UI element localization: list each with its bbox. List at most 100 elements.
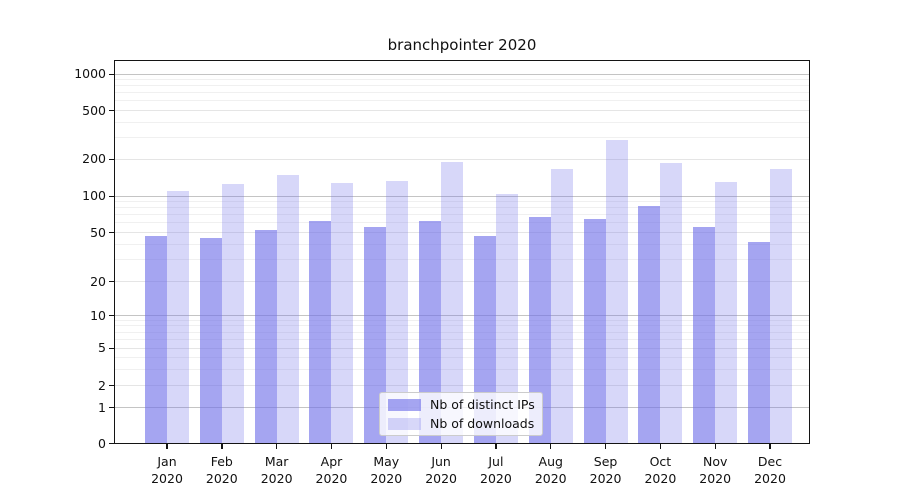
x-tick-label: Apr 2020 [315, 453, 348, 487]
bar-nb-of-distinct-ips-jan [145, 235, 167, 444]
x-tick [440, 444, 442, 449]
minor-gridline [114, 259, 810, 261]
gridline [114, 232, 810, 233]
minor-gridline [114, 325, 810, 327]
bar-nb-of-downloads-oct [660, 162, 683, 444]
minor-gridline [114, 92, 810, 94]
y-tick [109, 407, 114, 409]
legend-swatch-distinct-ips [388, 398, 421, 411]
x-tick-label: Jun 2020 [425, 453, 457, 487]
x-tick [714, 444, 716, 449]
y-tick-label: 0 [98, 435, 106, 451]
minor-gridline [114, 222, 810, 224]
x-tick [385, 444, 387, 449]
bar-nb-of-distinct-ips-aug [528, 217, 551, 444]
minor-gridline [114, 121, 810, 123]
legend-item-downloads: Nb of downloads [388, 416, 542, 431]
y-tick [109, 315, 114, 317]
bar-nb-of-downloads-nov [715, 181, 738, 444]
bar-nb-of-distinct-ips-jun [419, 221, 442, 444]
y-tick [109, 195, 114, 197]
bar-nb-of-downloads-may [386, 180, 409, 444]
x-tick [221, 444, 223, 449]
minor-gridline [114, 243, 810, 245]
x-tick-label: Mar 2020 [260, 453, 293, 487]
x-tick-label: Dec 2020 [754, 453, 786, 487]
x-tick [166, 444, 168, 449]
y-tick-label: 50 [90, 224, 106, 240]
minor-gridline [114, 214, 810, 216]
y-tick [109, 158, 114, 160]
y-tick-label: 1 [98, 399, 106, 415]
legend-label-distinct-ips: Nb of distinct IPs [430, 397, 535, 412]
x-tick-label: Oct 2020 [644, 453, 677, 487]
x-tick [276, 444, 278, 449]
bar-nb-of-distinct-ips-may [364, 226, 387, 444]
legend-swatch-downloads [388, 417, 421, 430]
chart-title: branchpointer 2020 [387, 36, 537, 54]
plot-area-frame [114, 60, 810, 444]
x-tick-label: Jul 2020 [480, 453, 512, 487]
y-tick-label: 5 [98, 340, 106, 355]
gridline [114, 385, 810, 387]
x-tick-label: Feb 2020 [205, 453, 238, 487]
minor-gridline [114, 100, 810, 102]
gridline [114, 158, 810, 160]
y-tick-label: 20 [90, 273, 106, 289]
minor-gridline [114, 137, 810, 139]
minor-gridline [114, 338, 810, 340]
bar-nb-of-downloads-mar [276, 175, 299, 444]
y-tick-label: 500 [82, 102, 106, 118]
bar-nb-of-downloads-dec [770, 169, 793, 444]
y-tick-label: 10 [90, 307, 106, 323]
bar-nb-of-distinct-ips-dec [748, 241, 771, 444]
bar-nb-of-distinct-ips-sep [583, 218, 606, 444]
x-tick [550, 444, 552, 449]
gridline [114, 110, 810, 111]
legend: Nb of distinct IPs Nb of downloads [379, 392, 543, 436]
x-tick-label: May 2020 [370, 453, 403, 487]
minor-gridline [114, 85, 810, 87]
bar-nb-of-distinct-ips-mar [254, 230, 277, 444]
bar-nb-of-distinct-ips-oct [638, 205, 661, 444]
major-gridline [114, 195, 810, 197]
y-tick [109, 385, 114, 387]
x-tick-label: Jan 2020 [151, 453, 183, 487]
y-tick [109, 232, 114, 234]
x-tick-label: Nov 2020 [699, 453, 732, 487]
bar-nb-of-downloads-jan [167, 190, 189, 444]
x-tick [769, 444, 771, 449]
gridline [114, 347, 810, 349]
bar-nb-of-distinct-ips-feb [199, 238, 222, 444]
bar-nb-of-downloads-jul [495, 193, 518, 444]
minor-gridline [114, 79, 810, 81]
legend-label-downloads: Nb of downloads [430, 416, 535, 431]
x-tick [495, 444, 497, 449]
x-tick-label: Aug 2020 [534, 453, 567, 487]
minor-gridline [114, 319, 810, 321]
y-tick-label: 100 [82, 188, 106, 203]
legend-item-distinct-ips: Nb of distinct IPs [388, 397, 542, 412]
bar-nb-of-downloads-sep [605, 140, 628, 444]
x-tick [604, 444, 607, 449]
minor-gridline [114, 201, 810, 203]
gridline [114, 281, 810, 282]
major-gridline [114, 73, 810, 75]
x-tick-label: Sep 2020 [589, 453, 622, 487]
y-tick-label: 1000 [74, 66, 106, 81]
x-tick [330, 444, 333, 449]
bar-nb-of-downloads-feb [221, 184, 244, 444]
minor-gridline [114, 368, 810, 370]
bar-nb-of-downloads-jun [441, 162, 464, 444]
y-tick [109, 347, 114, 349]
bar-nb-of-downloads-aug [550, 168, 573, 444]
bar-nb-of-distinct-ips-apr [309, 221, 332, 444]
bar-nb-of-downloads-apr [331, 182, 354, 444]
bar-nb-of-distinct-ips-jul [473, 235, 496, 444]
y-tick [109, 73, 114, 75]
y-tick [109, 281, 114, 283]
major-gridline [114, 315, 810, 316]
y-tick-label: 200 [82, 151, 106, 166]
y-tick [109, 110, 114, 112]
